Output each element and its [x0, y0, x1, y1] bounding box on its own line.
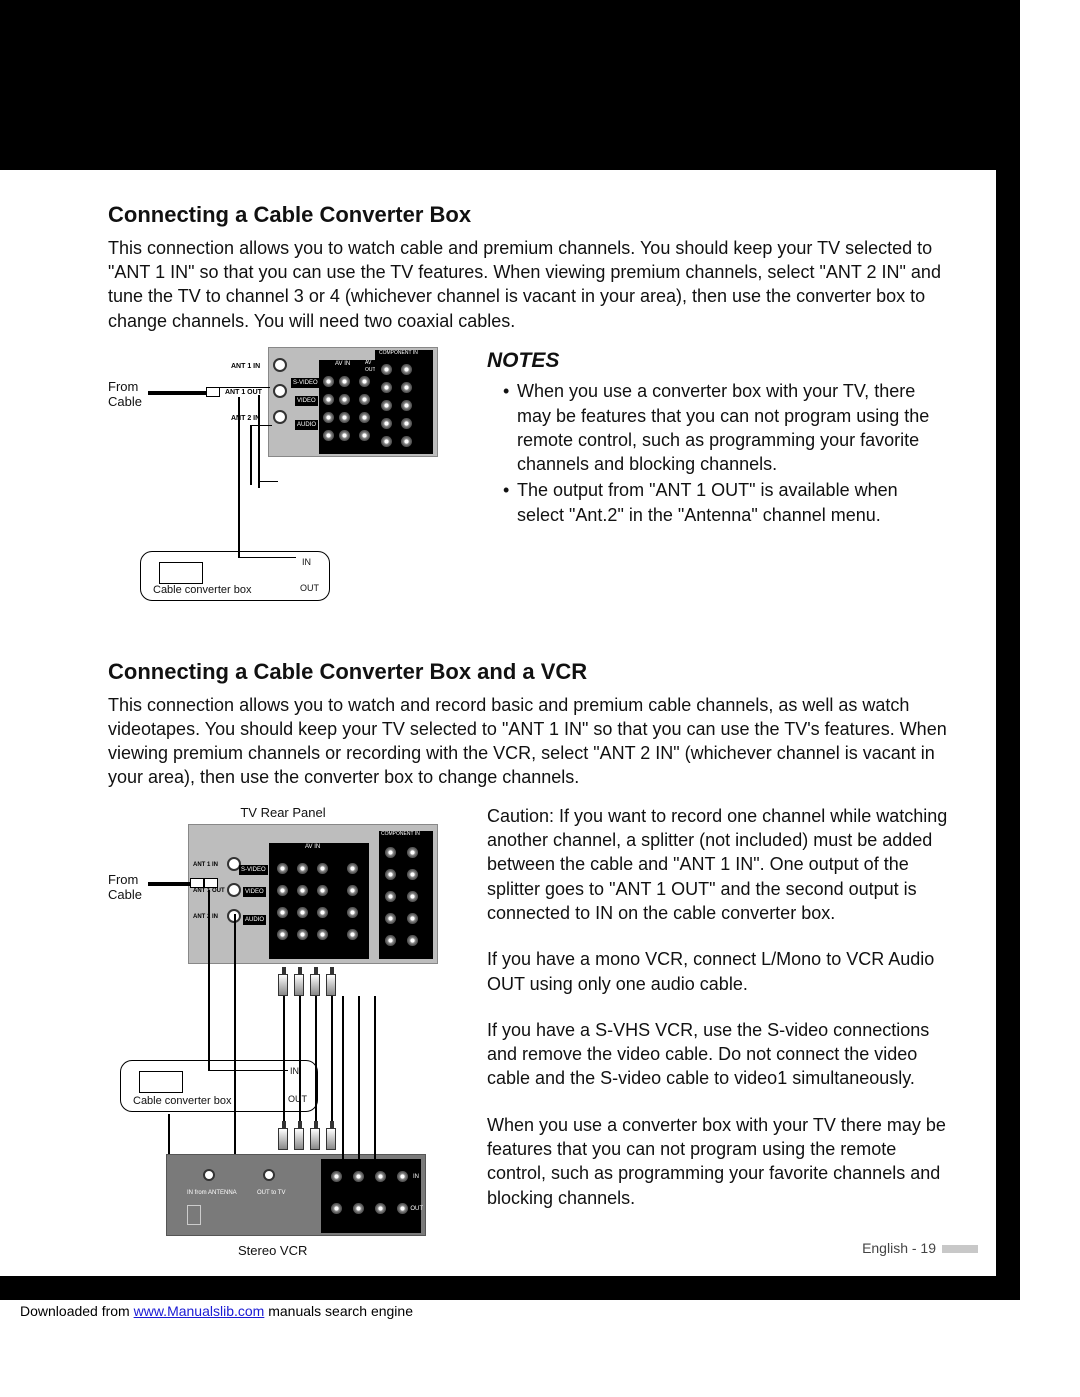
rear-panel-label: TV Rear Panel: [198, 804, 368, 822]
ant2-in-label: ANT 2 IN: [231, 414, 260, 423]
svideo-label: S-VIDEO: [291, 378, 320, 388]
ant1-out-jack: [273, 384, 287, 398]
ant1-out-label: ANT 1 OUT: [225, 388, 262, 397]
ant2-in-jack: [273, 410, 287, 424]
manualslib-link[interactable]: www.Manualslib.com: [134, 1303, 265, 1319]
tv-rear-panel-2: ANT 1 IN ANT 1 OUT ANT 2 IN AV IN S-VIDE…: [188, 824, 438, 964]
header-black-band: [0, 0, 996, 170]
converter-box: IN OUT Cable converter box: [140, 551, 330, 601]
page-frame: Connecting a Cable Converter Box This co…: [0, 0, 1020, 1300]
diagram-converter-vcr: TV Rear Panel From Cable ANT 1 IN ANT 1 …: [108, 804, 438, 1264]
note-item: The output from "ANT 1 OUT" is available…: [503, 478, 948, 527]
ant1-in-label: ANT 1 IN: [231, 362, 260, 371]
vcr-label: Stereo VCR: [238, 1242, 307, 1260]
notes-heading: NOTES: [487, 347, 948, 375]
in-label: IN: [302, 556, 311, 568]
video-label: VIDEO: [295, 396, 318, 406]
download-footer: Downloaded from www.Manualslib.com manua…: [20, 1303, 413, 1319]
from-cable-label-2: From Cable: [108, 872, 142, 903]
ant2-in-label-2: ANT 2 IN: [193, 913, 218, 921]
note-item: When you use a converter box with your T…: [503, 379, 948, 476]
diagram-converter-box: From Cable ANT 1 IN ANT 1 OUT ANT 2 IN: [108, 347, 438, 607]
ant1-in-jack: [273, 358, 287, 372]
section2-title: Connecting a Cable Converter Box and a V…: [108, 657, 948, 687]
audio-label: AUDIO: [295, 420, 318, 430]
notes-list: When you use a converter box with your T…: [487, 379, 948, 527]
out-label: OUT: [300, 582, 319, 594]
section1-title: Connecting a Cable Converter Box: [108, 200, 948, 230]
from-cable-label: From Cable: [108, 379, 142, 410]
caution-para: Caution: If you want to record one chann…: [487, 804, 948, 925]
avout-label: AV OUT: [365, 360, 376, 374]
stereo-vcr: IN from ANTENNA OUT to TV IN OUT: [166, 1154, 426, 1236]
converter-box-2: IN OUT Cable converter box: [120, 1060, 318, 1112]
converter-features-para: When you use a converter box with your T…: [487, 1113, 948, 1210]
page-content: Connecting a Cable Converter Box This co…: [0, 170, 996, 1294]
tv-rear-panel: ANT 1 IN ANT 1 OUT ANT 2 IN AV IN AV OUT…: [268, 347, 438, 457]
converter-label: Cable converter box: [153, 583, 251, 598]
page-number: English - 19: [862, 1239, 978, 1258]
ant1-in-label-2: ANT 1 IN: [193, 861, 218, 869]
avin-label: AV IN: [335, 360, 350, 368]
svhs-para: If you have a S-VHS VCR, use the S-video…: [487, 1018, 948, 1091]
section1-body: This connection allows you to watch cabl…: [108, 236, 948, 333]
section2-paragraphs: Caution: If you want to record one chann…: [487, 804, 948, 1264]
component-label: COMPONENT IN: [379, 350, 418, 357]
mono-vcr-para: If you have a mono VCR, connect L/Mono t…: [487, 947, 948, 996]
section2-body: This connection allows you to watch and …: [108, 693, 948, 790]
